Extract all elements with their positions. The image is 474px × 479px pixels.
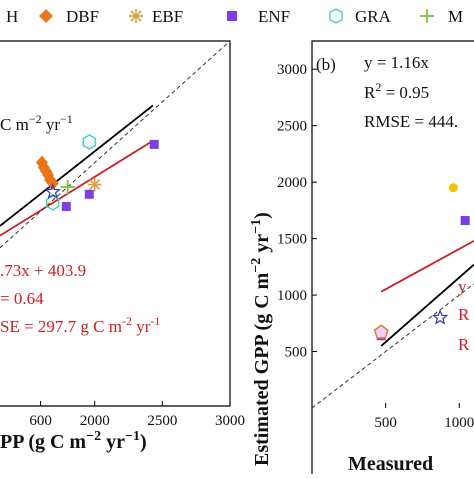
panel-b-x-ticks: 500 1000	[374, 403, 474, 431]
panel-b-plot	[311, 183, 474, 409]
legend: H DBF EBF ENF GRA M	[6, 7, 463, 26]
x-tick-label: 1000	[444, 415, 474, 431]
x-tick-label: 600	[29, 413, 52, 429]
panel-b-equation: y = 1.16x	[364, 53, 429, 72]
legend-label-m: M	[448, 7, 463, 26]
panel-b-frame	[311, 40, 474, 474]
data-point-yellow	[448, 183, 458, 193]
panel-a-r2: = 0.64	[0, 289, 44, 308]
panel-b-rmse: RMSE = 444.	[364, 112, 458, 131]
data-point-gra	[82, 134, 97, 150]
panel-b-x-axis-label: Measured	[348, 453, 433, 474]
panel-a-equation: .73x + 403.9	[0, 261, 86, 280]
one-to-one-line	[311, 283, 474, 409]
y-tick-label: 2000	[277, 175, 307, 191]
legend-marker-dbf	[39, 9, 53, 23]
panel-b-r2: R2 = 0.95	[364, 80, 429, 102]
data-point-enf	[61, 201, 71, 211]
data-point-dbf	[46, 176, 59, 191]
legend-label-enf: ENF	[258, 7, 290, 26]
fit-line-0	[0, 140, 154, 237]
data-point-m	[60, 180, 75, 194]
panel-a-x-ticks: 600 2000 2500 3000	[29, 401, 245, 429]
panel-b-tag: (b)	[316, 55, 336, 74]
fit-line-1	[0, 104, 154, 227]
y-tick-label: 2500	[277, 119, 307, 135]
data-point-gra	[46, 194, 60, 211]
legend-label-dbf: DBF	[66, 7, 99, 26]
legend-label-gra: GRA	[355, 7, 392, 26]
y-tick-label: 500	[285, 345, 308, 361]
panel-b-y-ticks: 500 1000 1500 2000 2500 3000	[277, 62, 317, 361]
fit-line-0	[380, 240, 474, 293]
data-point-gra-pentagon	[373, 324, 389, 339]
x-tick-label: 2000	[80, 413, 110, 429]
legend-marker-m	[420, 9, 434, 23]
panel-a-x-axis-label: PP (g C m−2 yr−1)	[0, 429, 147, 453]
panel-b-red-fragment-3: R	[458, 335, 470, 354]
y-tick-label: 1000	[277, 288, 307, 304]
one-to-one-line	[0, 40, 231, 249]
data-point-enf	[460, 216, 470, 226]
legend-marker-gra	[329, 8, 343, 24]
data-point-enf	[149, 139, 159, 149]
fit-line-1	[380, 263, 474, 347]
panel-a-unit-fragment: C m−2 yr−1	[0, 112, 73, 134]
legend-label-h: H	[6, 7, 18, 26]
data-point-enf	[84, 189, 94, 199]
panel-a-plot	[0, 40, 231, 249]
y-tick-label: 1500	[277, 232, 307, 248]
panel-b-y-axis-label: Estimated GPP (g C m−2 yr−1)	[249, 212, 273, 466]
data-point-star	[431, 309, 449, 325]
panel-b-red-fragment-2: R	[458, 305, 470, 324]
panel-b: 500 1000 1500 2000 2500 3000 500 1000 (b) y = …	[249, 40, 474, 475]
panel-a-frame	[0, 40, 231, 407]
legend-marker-enf	[227, 11, 237, 21]
x-tick-label: 2500	[147, 413, 177, 429]
panel-a: 600 2000 2500 3000 C m−2 yr−1 .73x + 403.9 …	[0, 40, 245, 453]
x-tick-label: 3000	[215, 413, 245, 429]
data-point-star	[44, 183, 61, 199]
legend-label-ebf: EBF	[152, 7, 183, 26]
legend-marker-ebf	[129, 9, 143, 23]
x-tick-label: 500	[374, 415, 397, 431]
y-tick-label: 3000	[277, 62, 307, 78]
data-point-ebf	[87, 177, 102, 192]
panel-b-red-fragment-1: y	[458, 277, 467, 296]
panel-a-rmse: SE = 297.7 g C m-2 yr-1	[0, 314, 160, 336]
